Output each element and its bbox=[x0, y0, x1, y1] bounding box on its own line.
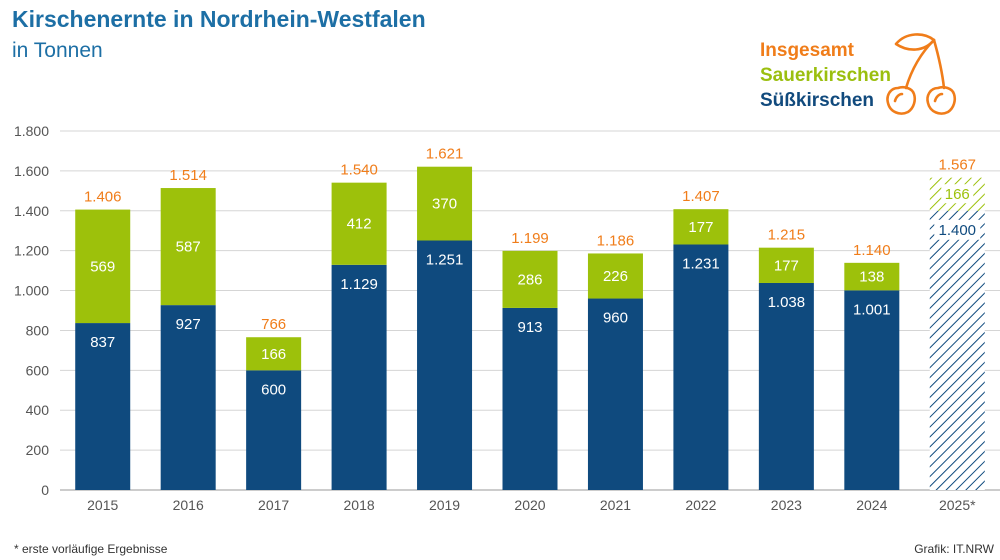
cherry-icon bbox=[886, 33, 957, 115]
data-label-suesskirschen: 1.038 bbox=[768, 294, 806, 311]
x-tick-label: 2017 bbox=[258, 497, 289, 513]
y-tick-label: 600 bbox=[26, 362, 50, 378]
legend-item-insgesamt: Insgesamt bbox=[760, 40, 854, 61]
data-label-sauerkirschen: 166 bbox=[261, 346, 286, 363]
bar-suesskirschen bbox=[160, 305, 216, 490]
bar-suesskirschen bbox=[75, 323, 131, 490]
data-label-suesskirschen: 1.231 bbox=[682, 255, 720, 272]
data-label-insgesamt: 1.406 bbox=[84, 189, 122, 206]
data-label-suesskirschen: 600 bbox=[261, 381, 286, 398]
data-label-suesskirschen: 837 bbox=[90, 334, 115, 351]
footnote: * erste vorläufige Ergebnisse bbox=[14, 542, 168, 556]
bar-suesskirschen bbox=[502, 307, 558, 490]
y-tick-label: 0 bbox=[41, 482, 49, 498]
bar-sauerkirschen bbox=[673, 209, 729, 245]
x-tick-label: 2020 bbox=[514, 497, 545, 513]
bar-sauerkirschen bbox=[331, 182, 387, 265]
bar-suesskirschen bbox=[417, 240, 473, 490]
x-tick-label: 2025* bbox=[939, 497, 976, 513]
data-label-suesskirschen: 960 bbox=[603, 310, 628, 327]
bar-suesskirschen bbox=[929, 210, 985, 490]
legend-item-sauerkirschen: Sauerkirschen bbox=[760, 65, 891, 86]
legend-item-suesskirschen: Süßkirschen bbox=[760, 90, 875, 111]
data-label-sauerkirschen: 226 bbox=[603, 268, 628, 285]
y-tick-label: 400 bbox=[26, 402, 50, 418]
bar-sauerkirschen bbox=[160, 188, 216, 306]
data-label-insgesamt: 1.567 bbox=[938, 157, 976, 174]
source-credit: Grafik: IT.NRW bbox=[914, 542, 994, 556]
y-tick-label: 1.600 bbox=[14, 163, 49, 179]
x-tick-label: 2016 bbox=[173, 497, 204, 513]
y-tick-label: 800 bbox=[26, 322, 50, 338]
bar-sauerkirschen bbox=[844, 262, 900, 291]
bars bbox=[75, 166, 985, 490]
data-label-sauerkirschen: 138 bbox=[859, 269, 884, 286]
bar-sauerkirschen bbox=[587, 253, 643, 299]
label-background bbox=[934, 219, 981, 240]
label-background bbox=[941, 184, 974, 204]
y-tick-label: 1.200 bbox=[14, 243, 49, 259]
data-label-suesskirschen: 1.251 bbox=[426, 251, 464, 268]
y-tick-label: 200 bbox=[26, 442, 50, 458]
data-label-insgesamt: 1.199 bbox=[511, 230, 549, 247]
chart-title: Kirschenernte in Nordrhein-Westfalen bbox=[12, 6, 426, 32]
data-label-sauerkirschen: 587 bbox=[176, 239, 201, 256]
x-tick-label: 2022 bbox=[685, 497, 716, 513]
data-label-suesskirschen: 927 bbox=[176, 316, 201, 333]
data-label-sauerkirschen: 177 bbox=[774, 257, 799, 274]
data-label-sauerkirschen: 286 bbox=[517, 271, 542, 288]
x-axis: 2015 2016 2017 2018 2019 2020 2021 2022 2023 2024… bbox=[87, 497, 976, 513]
data-label-insgesamt: 766 bbox=[261, 316, 286, 333]
bar-sauerkirschen bbox=[502, 250, 558, 308]
data-label-insgesamt: 1.514 bbox=[169, 167, 207, 184]
data-label-insgesamt: 1.215 bbox=[768, 227, 806, 244]
data-label-suesskirschen: 913 bbox=[517, 319, 542, 336]
data-label-insgesamt: 1.621 bbox=[426, 146, 464, 163]
bar-sauerkirschen bbox=[75, 209, 131, 324]
x-tick-label: 2021 bbox=[600, 497, 631, 513]
bar-suesskirschen bbox=[587, 298, 643, 490]
x-tick-label: 2019 bbox=[429, 497, 460, 513]
data-label-insgesamt: 1.140 bbox=[853, 242, 891, 259]
data-labels: 837 569 1.406 927 587 1.514 600 166 766 1.129 412 1… bbox=[84, 146, 981, 398]
data-label-sauerkirschen: 412 bbox=[347, 216, 372, 233]
data-label-sauerkirschen: 569 bbox=[90, 258, 115, 275]
data-label-insgesamt: 1.407 bbox=[682, 188, 720, 205]
y-tick-label: 1.800 bbox=[14, 123, 49, 139]
data-label-sauerkirschen: 177 bbox=[688, 219, 713, 236]
bar-suesskirschen bbox=[246, 370, 302, 490]
data-label-insgesamt: 1.186 bbox=[597, 232, 635, 249]
y-tick-label: 1.000 bbox=[14, 283, 49, 299]
bar-sauerkirschen bbox=[417, 166, 473, 241]
bar-suesskirschen bbox=[844, 290, 900, 490]
x-tick-label: 2018 bbox=[344, 497, 375, 513]
legend: Insgesamt Sauerkirschen Süßkirschen bbox=[760, 38, 891, 113]
data-label-sauerkirschen: 370 bbox=[432, 196, 457, 213]
y-tick-label: 1.400 bbox=[14, 203, 49, 219]
chart-subtitle: in Tonnen bbox=[12, 39, 103, 62]
bar-sauerkirschen bbox=[758, 247, 814, 283]
data-label-suesskirschen: 1.001 bbox=[853, 301, 891, 318]
x-tick-label: 2024 bbox=[856, 497, 887, 513]
data-label-insgesamt: 1.540 bbox=[340, 162, 378, 179]
data-label-sauerkirschen: 166 bbox=[945, 186, 970, 203]
x-tick-label: 2023 bbox=[771, 497, 802, 513]
bar-sauerkirschen bbox=[246, 337, 302, 371]
bar-suesskirschen bbox=[331, 264, 387, 490]
data-label-suesskirschen: 1.400 bbox=[938, 222, 976, 239]
x-tick-label: 2015 bbox=[87, 497, 118, 513]
y-axis: 0 200 400 600 800 1.000 1.200 1.400 1.600 1.800 bbox=[14, 123, 49, 498]
bar-suesskirschen bbox=[758, 282, 814, 490]
data-label-suesskirschen: 1.129 bbox=[340, 276, 378, 293]
bar-suesskirschen bbox=[673, 244, 729, 490]
